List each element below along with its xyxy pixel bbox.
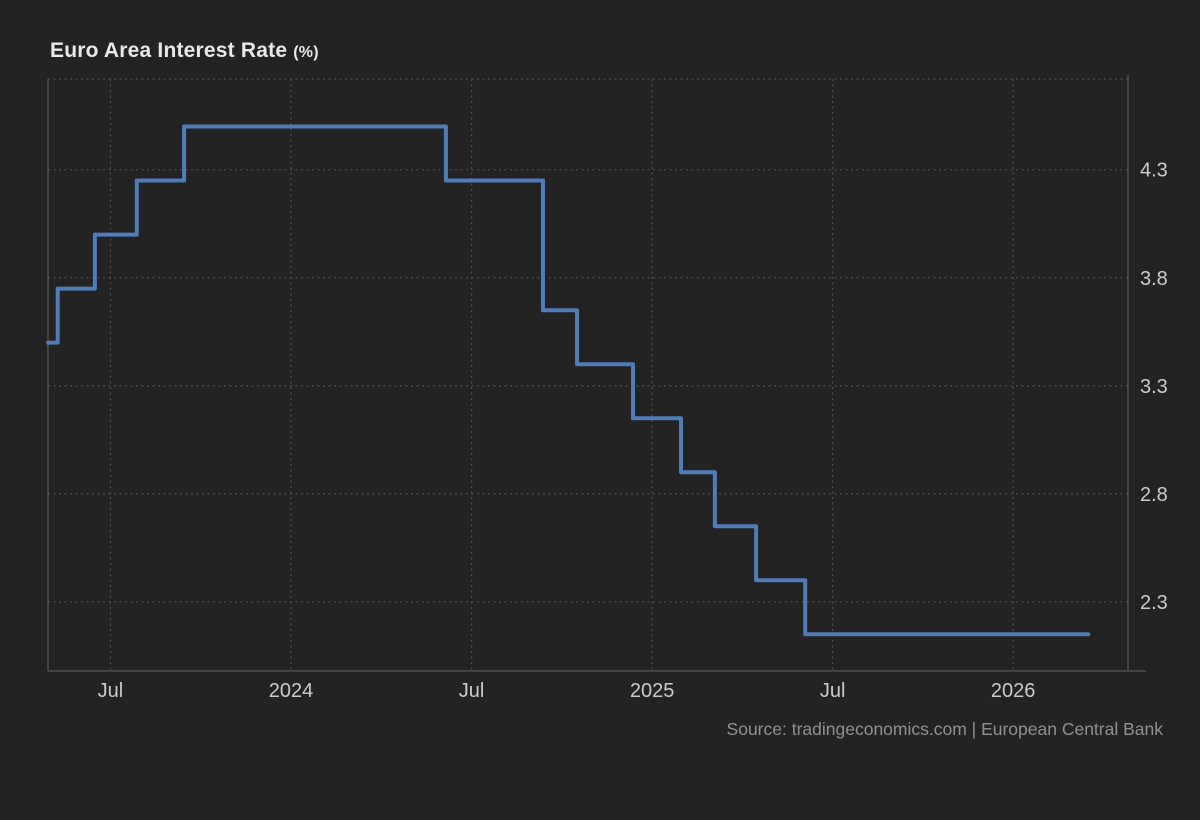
y-tick-label: 4.3 xyxy=(1140,160,1168,182)
x-tick-label: 2026 xyxy=(991,680,1036,702)
rate-step-line xyxy=(46,124,1091,637)
y-tick-label: 2.3 xyxy=(1140,592,1168,614)
x-tick-label: Jul xyxy=(98,680,124,702)
chart-title-unit: (%) xyxy=(293,44,319,61)
y-tick-label: 2.8 xyxy=(1140,484,1168,506)
chart-title-text: Euro Area Interest Rate xyxy=(50,39,288,62)
x-tick-label: 2024 xyxy=(269,680,314,702)
x-tick-label: Jul xyxy=(820,680,846,702)
source-credit: Source: tradingeconomics.com | European … xyxy=(726,719,1163,739)
chart-title: Euro Area Interest Rate (%) xyxy=(50,39,319,63)
y-tick-label: 3.3 xyxy=(1140,376,1168,398)
x-tick-label: Jul xyxy=(459,680,485,702)
x-tick-label: 2025 xyxy=(630,680,675,702)
y-tick-label: 3.8 xyxy=(1140,268,1168,290)
